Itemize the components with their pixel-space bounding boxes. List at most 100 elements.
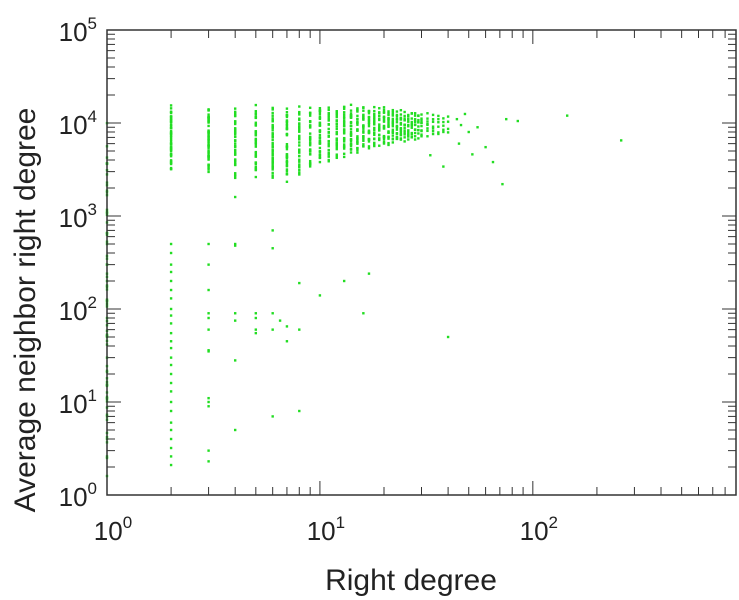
data-point xyxy=(207,140,210,143)
data-point xyxy=(298,128,301,131)
data-point xyxy=(298,111,301,115)
data-point xyxy=(285,340,289,343)
data-point xyxy=(327,114,330,117)
data-point xyxy=(233,161,237,164)
data-point xyxy=(169,463,173,467)
data-point xyxy=(254,115,258,119)
data-point xyxy=(318,121,322,125)
data-point xyxy=(373,141,376,145)
data-point xyxy=(362,135,365,138)
data-point xyxy=(356,107,359,110)
data-point xyxy=(420,113,423,116)
data-point xyxy=(373,105,376,109)
data-point xyxy=(335,139,338,142)
data-point xyxy=(285,153,289,156)
data-point xyxy=(271,229,274,232)
data-point xyxy=(463,112,467,116)
data-point xyxy=(233,173,237,176)
data-point xyxy=(399,138,403,141)
data-point xyxy=(413,123,417,127)
data-point xyxy=(399,129,403,132)
y-tick-labels: 100 101 102 103 104 105 xyxy=(59,14,97,512)
data-point xyxy=(207,166,210,169)
data-point xyxy=(367,112,371,115)
data-point xyxy=(169,104,173,107)
data-point xyxy=(403,119,406,122)
data-point xyxy=(426,127,429,130)
data-point xyxy=(207,312,210,315)
data-point xyxy=(254,145,258,148)
data-point xyxy=(318,150,322,153)
data-point xyxy=(335,137,338,140)
data-point xyxy=(437,114,440,118)
data-point xyxy=(285,162,289,165)
data-point xyxy=(285,168,289,171)
data-point xyxy=(335,119,338,122)
data-point xyxy=(335,142,338,145)
data-point xyxy=(442,128,445,131)
data-point xyxy=(278,319,282,322)
data-point xyxy=(382,119,386,122)
data-point xyxy=(285,107,289,110)
data-point xyxy=(431,113,435,117)
data-point xyxy=(285,111,289,114)
data-point xyxy=(308,144,312,147)
data-point xyxy=(362,116,365,119)
data-point xyxy=(271,168,274,171)
data-point xyxy=(318,136,322,140)
data-point xyxy=(410,136,413,139)
data-point xyxy=(362,125,365,128)
data-point xyxy=(349,128,353,131)
data-point xyxy=(349,130,353,134)
data-point xyxy=(342,143,346,146)
data-point xyxy=(335,114,338,117)
data-point xyxy=(349,120,353,124)
data-point xyxy=(254,175,258,179)
data-point xyxy=(271,132,274,135)
data-point xyxy=(356,114,359,118)
data-point xyxy=(254,328,258,331)
data-point xyxy=(378,123,381,126)
data-point xyxy=(342,152,346,156)
data-point xyxy=(356,148,359,152)
data-point xyxy=(367,140,371,143)
data-point xyxy=(387,110,390,113)
data-point xyxy=(335,155,338,158)
data-point xyxy=(420,119,423,122)
data-point xyxy=(382,141,386,144)
data-point xyxy=(429,154,432,157)
data-point xyxy=(169,161,173,165)
data-point xyxy=(426,117,429,120)
data-point xyxy=(410,133,413,136)
data-point xyxy=(373,109,376,113)
data-point xyxy=(207,135,210,139)
data-point xyxy=(233,174,237,178)
data-point xyxy=(285,165,289,168)
data-point xyxy=(382,110,386,114)
data-point xyxy=(271,123,274,127)
data-point xyxy=(484,145,487,149)
data-point xyxy=(298,281,301,285)
data-point xyxy=(169,134,173,138)
data-point xyxy=(356,123,359,126)
data-point xyxy=(420,133,423,136)
data-point xyxy=(373,143,376,147)
data-point xyxy=(387,113,390,117)
data-point xyxy=(362,144,365,148)
data-point xyxy=(410,120,413,124)
data-point xyxy=(271,174,274,177)
data-point xyxy=(413,114,417,117)
data-point xyxy=(207,130,210,133)
data-point xyxy=(413,135,417,138)
data-point xyxy=(342,105,346,109)
data-point xyxy=(367,118,371,122)
data-point xyxy=(399,116,403,120)
data-point xyxy=(505,117,508,121)
data-point xyxy=(342,147,346,150)
data-point xyxy=(619,139,623,142)
data-point xyxy=(395,136,399,139)
data-point xyxy=(395,117,399,120)
data-point xyxy=(417,128,420,132)
data-point xyxy=(431,132,435,136)
data-point xyxy=(207,396,210,400)
